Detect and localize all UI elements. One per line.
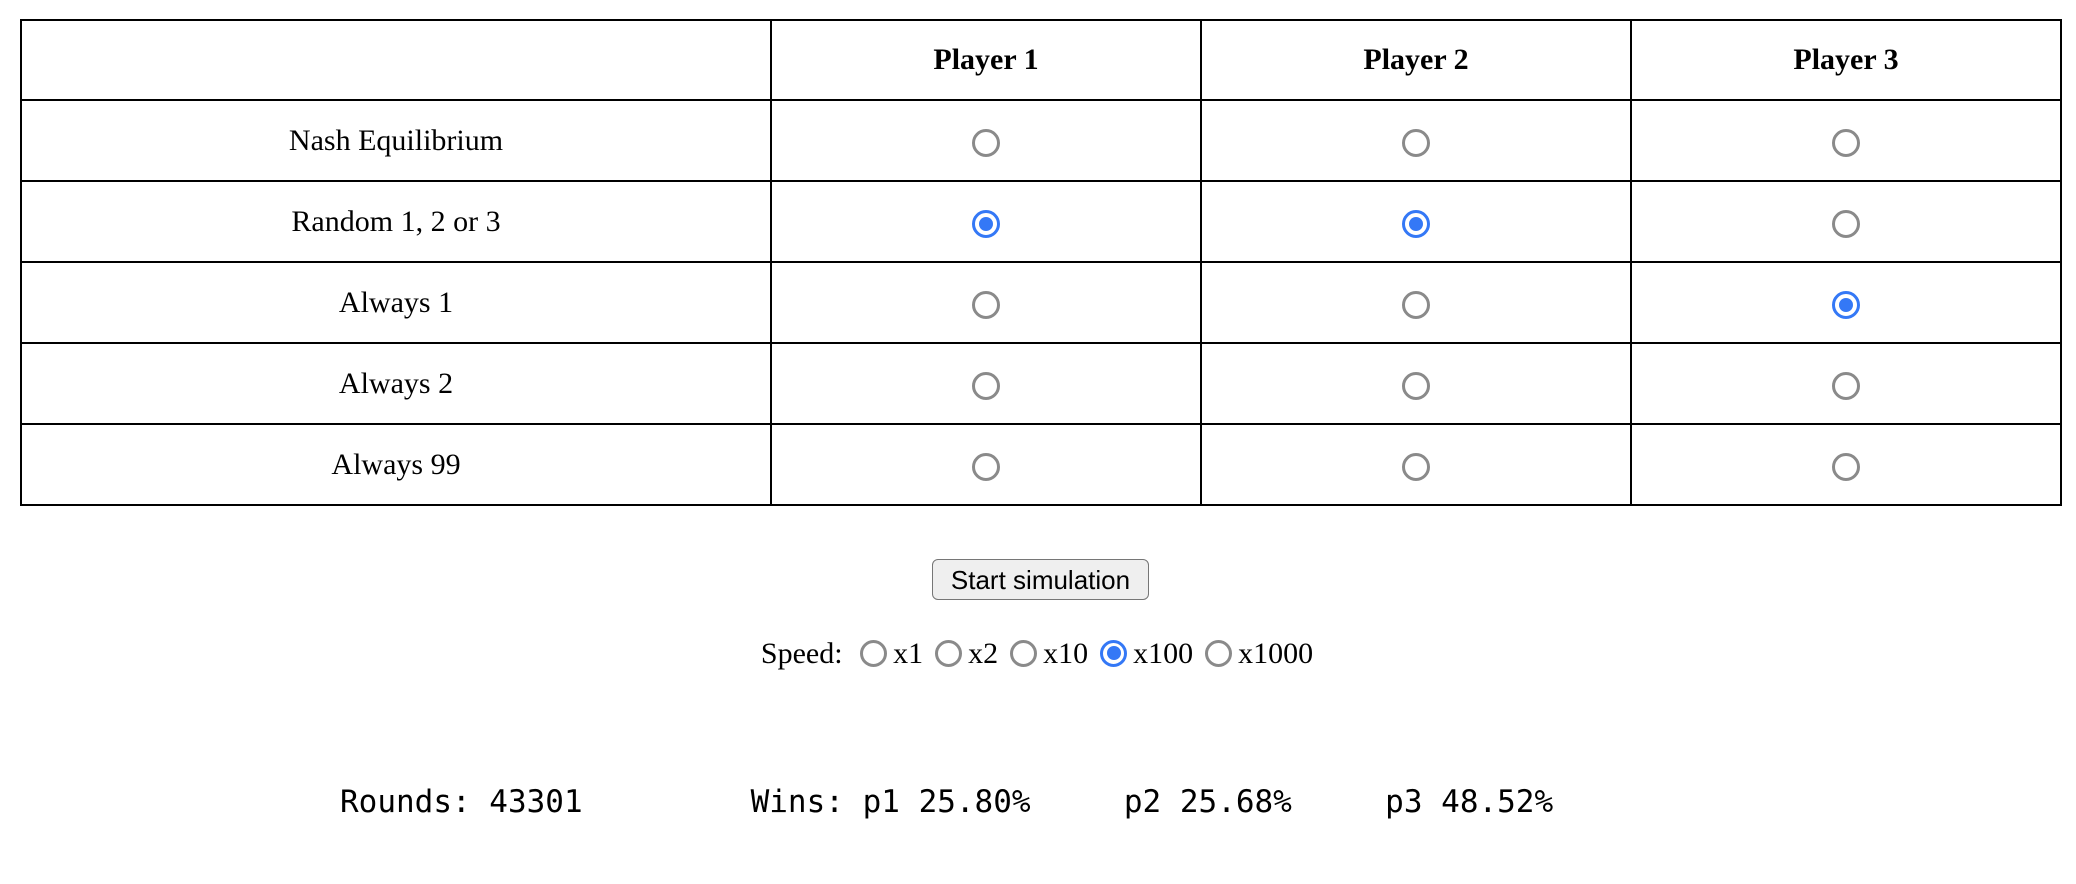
strategy-cell-player-1 bbox=[770, 99, 1202, 182]
strategy-radio-player-1[interactable] bbox=[972, 371, 1000, 400]
table-row: Nash Equilibrium bbox=[20, 99, 2062, 182]
strategy-table: Player 1 Player 2 Player 3 Nash Equilibr… bbox=[20, 19, 2062, 506]
strategy-radio-player-3[interactable] bbox=[1832, 452, 1860, 481]
speed-option-label[interactable]: x100 bbox=[1133, 637, 1194, 670]
strategy-cell-player-2 bbox=[1200, 261, 1632, 344]
strategy-radio-player-1[interactable] bbox=[972, 452, 1000, 481]
speed-radio-x2[interactable] bbox=[935, 639, 963, 667]
strategy-label: Always 1 bbox=[20, 261, 772, 344]
speed-option-label[interactable]: x1 bbox=[893, 637, 924, 670]
strategy-label: Always 99 bbox=[20, 423, 772, 506]
header-player-1: Player 1 bbox=[770, 19, 1202, 101]
log-summary: Rounds: 43301 Wins: p1 25.80% p2 25.68% … bbox=[340, 784, 1554, 820]
strategy-label: Always 2 bbox=[20, 342, 772, 425]
speed-radio-x100[interactable] bbox=[1100, 639, 1128, 667]
speed-option-label[interactable]: x2 bbox=[968, 637, 999, 670]
strategy-cell-player-3 bbox=[1630, 180, 2062, 263]
start-simulation-button[interactable]: Start simulation bbox=[932, 559, 1149, 600]
strategy-radio-player-3[interactable] bbox=[1832, 290, 1860, 319]
strategy-label: Random 1, 2 or 3 bbox=[20, 180, 772, 263]
strategy-cell-player-2 bbox=[1200, 180, 1632, 263]
strategy-radio-player-2[interactable] bbox=[1402, 209, 1430, 238]
strategy-radio-player-1[interactable] bbox=[972, 209, 1000, 238]
simulation-log: Rounds: 43301 Wins: p1 25.80% p2 25.68% … bbox=[340, 707, 1628, 884]
speed-radio-x10[interactable] bbox=[1010, 639, 1038, 667]
speed-option-label[interactable]: x10 bbox=[1043, 637, 1089, 670]
header-player-3: Player 3 bbox=[1630, 19, 2062, 101]
strategy-cell-player-2 bbox=[1200, 342, 1632, 425]
strategy-radio-player-3[interactable] bbox=[1832, 371, 1860, 400]
strategy-radio-player-2[interactable] bbox=[1402, 371, 1430, 400]
strategy-cell-player-1 bbox=[770, 423, 1202, 506]
strategy-cell-player-2 bbox=[1200, 423, 1632, 506]
table-header-row: Player 1 Player 2 Player 3 bbox=[20, 19, 2062, 101]
strategy-radio-player-3[interactable] bbox=[1832, 209, 1860, 238]
strategy-label: Nash Equilibrium bbox=[20, 99, 772, 182]
strategy-cell-player-3 bbox=[1630, 423, 2062, 506]
strategy-cell-player-3 bbox=[1630, 261, 2062, 344]
speed-option-label[interactable]: x1000 bbox=[1238, 637, 1314, 670]
strategy-cell-player-1 bbox=[770, 261, 1202, 344]
strategy-radio-player-2[interactable] bbox=[1402, 452, 1430, 481]
strategy-cell-player-1 bbox=[770, 342, 1202, 425]
header-player-2: Player 2 bbox=[1200, 19, 1632, 101]
strategy-radio-player-2[interactable] bbox=[1402, 290, 1430, 319]
table-row: Always 1 bbox=[20, 261, 2062, 344]
strategy-radio-player-2[interactable] bbox=[1402, 128, 1430, 157]
table-row: Always 2 bbox=[20, 342, 2062, 425]
table-row: Random 1, 2 or 3 bbox=[20, 180, 2062, 263]
strategy-cell-player-1 bbox=[770, 180, 1202, 263]
strategy-cell-player-3 bbox=[1630, 342, 2062, 425]
strategy-radio-player-3[interactable] bbox=[1832, 128, 1860, 157]
strategy-cell-player-2 bbox=[1200, 99, 1632, 182]
speed-label: Speed: bbox=[760, 637, 843, 670]
speed-selector: Speed: x1 x2 x10 x100 x1000 bbox=[0, 636, 2076, 672]
speed-radio-x1[interactable] bbox=[860, 639, 888, 667]
strategy-radio-player-1[interactable] bbox=[972, 290, 1000, 319]
strategy-cell-player-3 bbox=[1630, 99, 2062, 182]
speed-radio-x1000[interactable] bbox=[1205, 639, 1233, 667]
table-row: Always 99 bbox=[20, 423, 2062, 506]
strategy-radio-player-1[interactable] bbox=[972, 128, 1000, 157]
header-corner bbox=[20, 19, 772, 101]
